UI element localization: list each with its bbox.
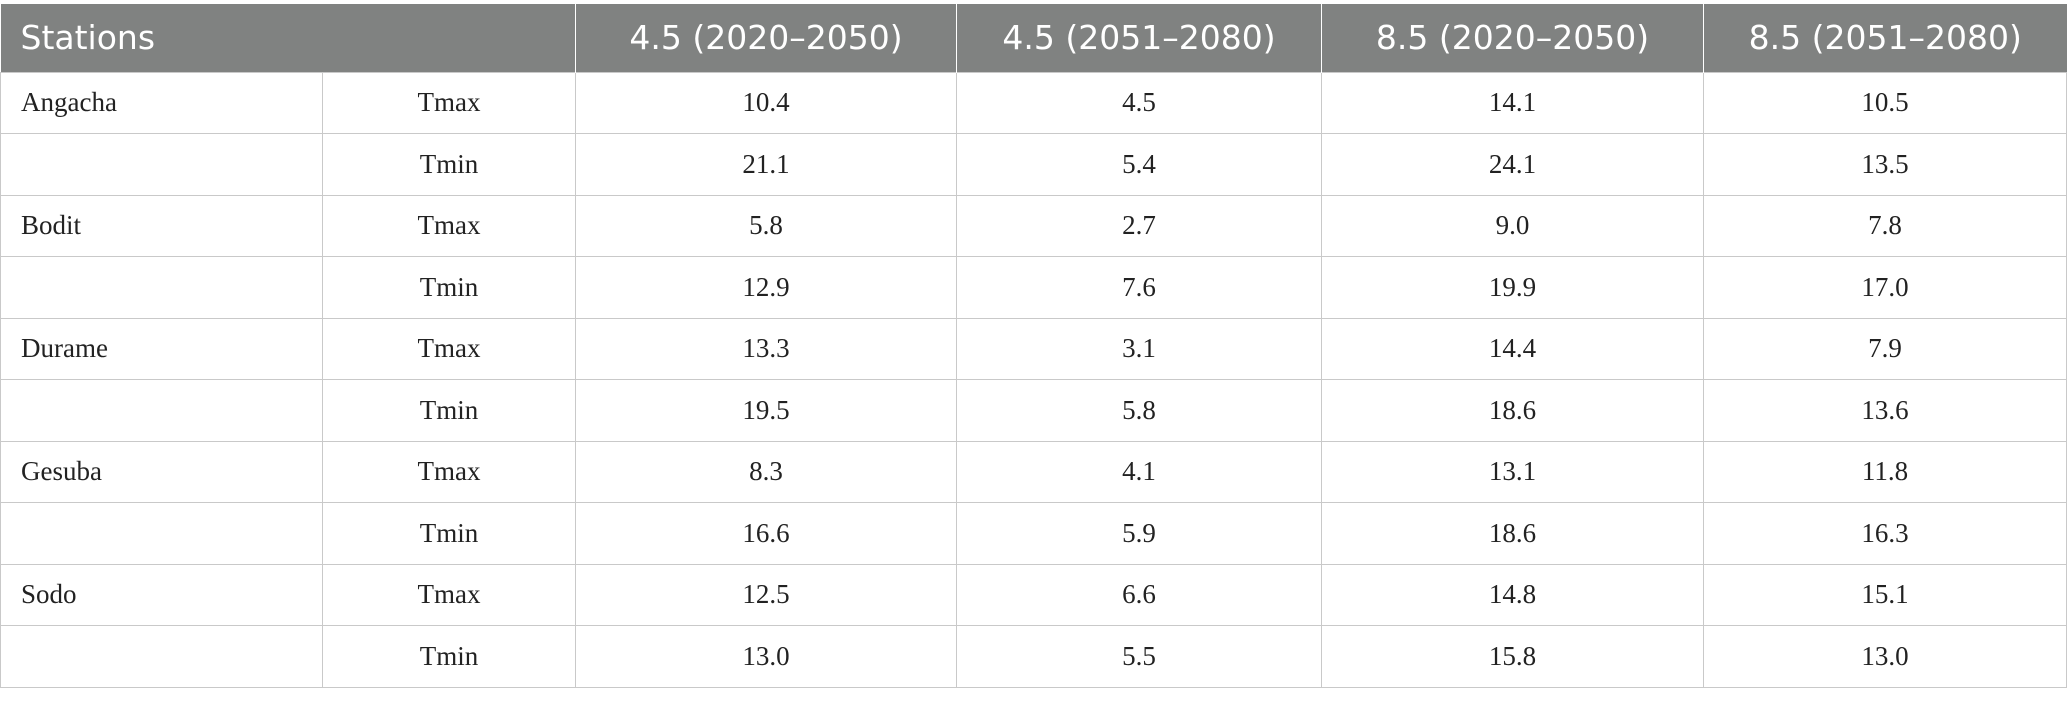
value-cell: 16.3 xyxy=(1703,502,2067,565)
value-cell: 5.8 xyxy=(575,194,957,257)
variable-cell: Tmax xyxy=(322,194,576,257)
value-cell: 9.0 xyxy=(1321,194,1704,257)
variable-cell: Tmax xyxy=(322,71,576,134)
header-cell-rcp85-2051-2080: 8.5 (2051–2080) xyxy=(1703,4,2067,72)
table-row: Tmin 16.6 5.9 18.6 16.3 xyxy=(0,502,2067,565)
value-cell: 4.1 xyxy=(956,440,1322,503)
variable-cell: Tmin xyxy=(322,133,576,196)
variable-cell: Tmax xyxy=(322,563,576,626)
value-cell: 5.8 xyxy=(956,379,1322,442)
value-cell: 8.3 xyxy=(575,440,957,503)
value-cell: 6.6 xyxy=(956,563,1322,626)
station-cell xyxy=(0,502,323,565)
value-cell: 13.0 xyxy=(1703,625,2067,688)
value-cell: 13.0 xyxy=(575,625,957,688)
value-cell: 12.5 xyxy=(575,563,957,626)
header-cell-stations: Stations xyxy=(0,4,323,72)
value-cell: 11.8 xyxy=(1703,440,2067,503)
station-cell: Bodit xyxy=(0,194,323,257)
variable-cell: Tmin xyxy=(322,502,576,565)
value-cell: 14.1 xyxy=(1321,71,1704,134)
value-cell: 13.6 xyxy=(1703,379,2067,442)
value-cell: 21.1 xyxy=(575,133,957,196)
value-cell: 16.6 xyxy=(575,502,957,565)
table-row: Sodo Tmax 12.5 6.6 14.8 15.1 xyxy=(0,563,2067,626)
station-cell xyxy=(0,625,323,688)
value-cell: 3.1 xyxy=(956,317,1322,380)
value-cell: 2.7 xyxy=(956,194,1322,257)
station-cell xyxy=(0,256,323,319)
table-row: Angacha Tmax 10.4 4.5 14.1 10.5 xyxy=(0,71,2067,134)
value-cell: 14.8 xyxy=(1321,563,1704,626)
table-row: Gesuba Tmax 8.3 4.1 13.1 11.8 xyxy=(0,440,2067,503)
value-cell: 7.9 xyxy=(1703,317,2067,380)
variable-cell: Tmin xyxy=(322,379,576,442)
variable-cell: Tmin xyxy=(322,625,576,688)
value-cell: 7.8 xyxy=(1703,194,2067,257)
value-cell: 18.6 xyxy=(1321,502,1704,565)
value-cell: 18.6 xyxy=(1321,379,1704,442)
table-row: Tmin 13.0 5.5 15.8 13.0 xyxy=(0,625,2067,688)
value-cell: 5.4 xyxy=(956,133,1322,196)
value-cell: 14.4 xyxy=(1321,317,1704,380)
value-cell: 19.5 xyxy=(575,379,957,442)
value-cell: 10.4 xyxy=(575,71,957,134)
variable-cell: Tmin xyxy=(322,256,576,319)
station-cell xyxy=(0,133,323,196)
station-cell xyxy=(0,379,323,442)
value-cell: 13.3 xyxy=(575,317,957,380)
variable-cell: Tmax xyxy=(322,317,576,380)
table-row: Bodit Tmax 5.8 2.7 9.0 7.8 xyxy=(0,194,2067,257)
station-cell: Durame xyxy=(0,317,323,380)
table-row: Tmin 19.5 5.8 18.6 13.6 xyxy=(0,379,2067,442)
value-cell: 4.5 xyxy=(956,71,1322,134)
station-cell: Angacha xyxy=(0,71,323,134)
value-cell: 19.9 xyxy=(1321,256,1704,319)
value-cell: 12.9 xyxy=(575,256,957,319)
value-cell: 7.6 xyxy=(956,256,1322,319)
header-cell-rcp45-2020-2050: 4.5 (2020–2050) xyxy=(575,4,957,72)
value-cell: 5.5 xyxy=(956,625,1322,688)
value-cell: 10.5 xyxy=(1703,71,2067,134)
header-cell-rcp85-2020-2050: 8.5 (2020–2050) xyxy=(1321,4,1704,72)
value-cell: 17.0 xyxy=(1703,256,2067,319)
header-cell-variable xyxy=(322,4,576,72)
value-cell: 15.1 xyxy=(1703,563,2067,626)
value-cell: 5.9 xyxy=(956,502,1322,565)
header-cell-rcp45-2051-2080: 4.5 (2051–2080) xyxy=(956,4,1322,72)
table-row: Durame Tmax 13.3 3.1 14.4 7.9 xyxy=(0,317,2067,380)
variable-cell: Tmax xyxy=(322,440,576,503)
table-row: Tmin 12.9 7.6 19.9 17.0 xyxy=(0,256,2067,319)
table-row: Tmin 21.1 5.4 24.1 13.5 xyxy=(0,133,2067,196)
station-cell: Sodo xyxy=(0,563,323,626)
value-cell: 13.1 xyxy=(1321,440,1704,503)
value-cell: 13.5 xyxy=(1703,133,2067,196)
value-cell: 15.8 xyxy=(1321,625,1704,688)
data-table: Stations 4.5 (2020–2050) 4.5 (2051–2080)… xyxy=(0,4,2067,688)
value-cell: 24.1 xyxy=(1321,133,1704,196)
header-row: Stations 4.5 (2020–2050) 4.5 (2051–2080)… xyxy=(0,4,2067,72)
station-cell: Gesuba xyxy=(0,440,323,503)
